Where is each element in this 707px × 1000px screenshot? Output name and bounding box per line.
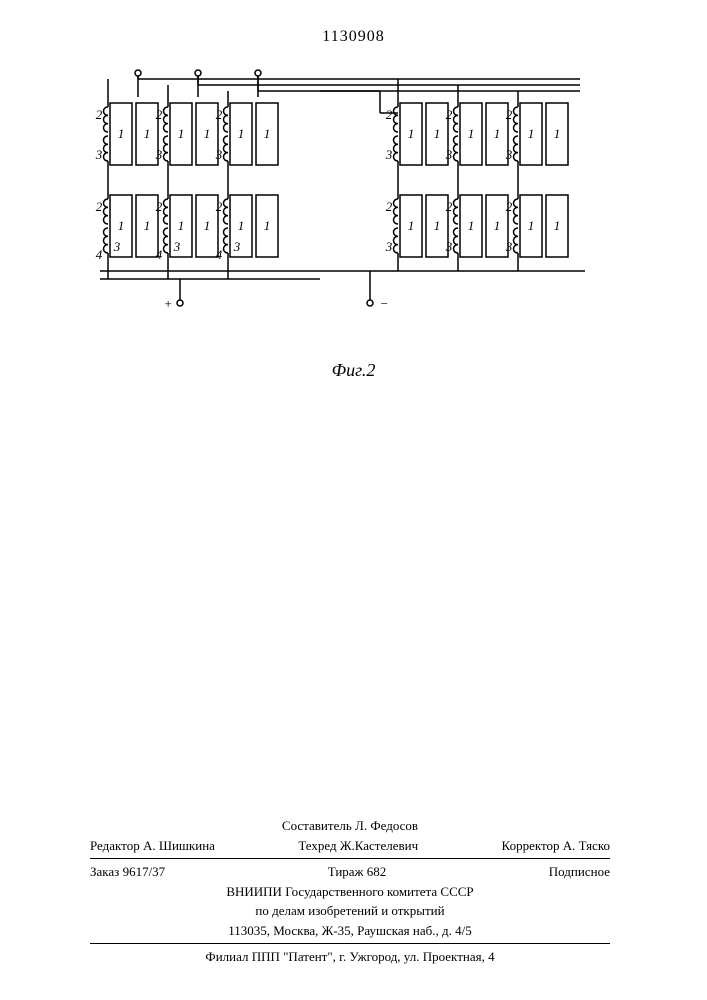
- order-label: Заказ: [90, 864, 119, 879]
- svg-text:2: 2: [96, 107, 103, 122]
- svg-text:2: 2: [386, 199, 393, 214]
- address-2: Филиал ППП "Патент", г. Ужгород, ул. Про…: [90, 948, 610, 966]
- patent-number: 1130908: [0, 28, 707, 46]
- svg-text:1: 1: [408, 126, 415, 141]
- svg-text:3: 3: [155, 147, 163, 162]
- svg-text:2: 2: [506, 199, 513, 214]
- order-cell: Заказ 9617/37: [90, 863, 165, 881]
- svg-text:2: 2: [506, 107, 513, 122]
- compiler-name: Л. Федосов: [355, 818, 418, 833]
- svg-text:2: 2: [156, 107, 163, 122]
- svg-text:1: 1: [554, 218, 561, 233]
- svg-text:4: 4: [216, 247, 223, 262]
- circulation-cell: Тираж 682: [328, 863, 387, 881]
- figure-caption: Фиг.2: [0, 360, 707, 381]
- svg-text:1: 1: [468, 126, 475, 141]
- svg-text:1: 1: [144, 218, 151, 233]
- svg-text:1: 1: [434, 126, 441, 141]
- circulation-value: 682: [367, 864, 387, 879]
- org-line-1: ВНИИПИ Государственного комитета СССР: [90, 883, 610, 901]
- svg-text:1: 1: [434, 218, 441, 233]
- address-1: 113035, Москва, Ж-35, Раушская наб., д. …: [90, 922, 610, 940]
- svg-text:2: 2: [446, 107, 453, 122]
- svg-text:1: 1: [118, 218, 125, 233]
- divider-2: [90, 943, 610, 944]
- svg-text:1: 1: [178, 218, 185, 233]
- subscription-cell: Подписное: [549, 863, 610, 881]
- circulation-label: Тираж: [328, 864, 364, 879]
- compiler-label: Составитель: [282, 818, 352, 833]
- svg-text:1: 1: [238, 218, 245, 233]
- svg-text:3: 3: [385, 147, 393, 162]
- svg-text:1: 1: [238, 126, 245, 141]
- editor-cell: Редактор А. Шишкина: [90, 837, 215, 855]
- svg-text:3: 3: [505, 239, 513, 254]
- svg-text:+: +: [164, 296, 173, 311]
- techred-label: Техред: [298, 838, 336, 853]
- svg-text:3: 3: [505, 147, 513, 162]
- svg-text:1: 1: [264, 218, 271, 233]
- svg-text:3: 3: [385, 239, 393, 254]
- svg-text:1: 1: [528, 126, 535, 141]
- techred-cell: Техред Ж.Кастелевич: [298, 837, 418, 855]
- order-row: Заказ 9617/37 Тираж 682 Подписное: [90, 863, 610, 881]
- svg-text:3: 3: [173, 239, 181, 254]
- svg-text:1: 1: [178, 126, 185, 141]
- svg-text:3: 3: [445, 239, 453, 254]
- svg-text:4: 4: [96, 247, 103, 262]
- svg-text:1: 1: [408, 218, 415, 233]
- svg-text:3: 3: [113, 239, 121, 254]
- figure-2: 1123112311231123112311231123411234112341…: [80, 65, 620, 345]
- svg-text:1: 1: [144, 126, 151, 141]
- svg-text:2: 2: [156, 199, 163, 214]
- corrector-cell: Корректор А. Тяско: [502, 837, 610, 855]
- org-line-2: по делам изобретений и открытий: [90, 902, 610, 920]
- corrector-label: Корректор: [502, 838, 560, 853]
- svg-text:1: 1: [204, 126, 211, 141]
- svg-text:2: 2: [96, 199, 103, 214]
- svg-text:1: 1: [494, 218, 501, 233]
- page: 1130908 11231123112311231123112311234112…: [0, 0, 707, 1000]
- svg-text:2: 2: [216, 107, 223, 122]
- imprint-block: Составитель Л. Федосов Редактор А. Шишки…: [90, 815, 610, 968]
- compiler-line: Составитель Л. Федосов: [90, 817, 610, 835]
- svg-text:4: 4: [156, 247, 163, 262]
- svg-text:1: 1: [264, 126, 271, 141]
- svg-text:2: 2: [446, 199, 453, 214]
- svg-text:3: 3: [233, 239, 241, 254]
- svg-text:1: 1: [494, 126, 501, 141]
- credits-row: Редактор А. Шишкина Техред Ж.Кастелевич …: [90, 837, 610, 855]
- editor-name: А. Шишкина: [143, 838, 215, 853]
- circuit-diagram: 1123112311231123112311231123411234112341…: [80, 65, 620, 325]
- order-value: 9617/37: [123, 864, 166, 879]
- svg-text:−: −: [380, 296, 389, 311]
- techred-name: Ж.Кастелевич: [340, 838, 418, 853]
- svg-text:2: 2: [216, 199, 223, 214]
- svg-text:1: 1: [528, 218, 535, 233]
- svg-text:3: 3: [215, 147, 223, 162]
- svg-text:2: 2: [386, 107, 393, 122]
- svg-text:3: 3: [95, 147, 103, 162]
- svg-text:3: 3: [445, 147, 453, 162]
- divider-1: [90, 858, 610, 859]
- svg-text:1: 1: [204, 218, 211, 233]
- svg-text:1: 1: [118, 126, 125, 141]
- svg-text:1: 1: [468, 218, 475, 233]
- corrector-name: А. Тяско: [563, 838, 610, 853]
- svg-text:1: 1: [554, 126, 561, 141]
- editor-label: Редактор: [90, 838, 140, 853]
